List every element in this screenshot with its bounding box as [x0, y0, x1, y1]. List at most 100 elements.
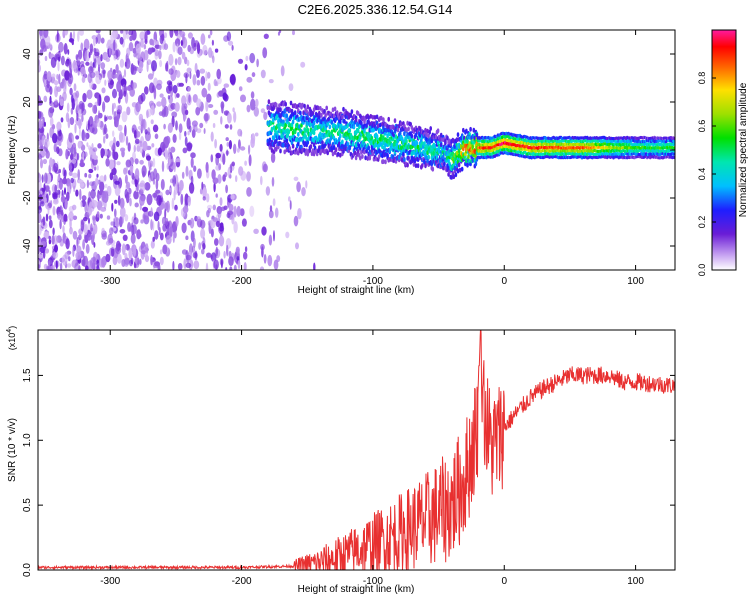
spectrogram-noise-blob: [231, 44, 234, 51]
spectrogram-noise-blob: [187, 44, 191, 53]
spectrogram-noise-blob: [289, 200, 292, 210]
spectrogram-signal-cell: [436, 140, 440, 146]
spectrogram-noise-blob: [78, 234, 82, 241]
spectrogram-signal-cell: [466, 138, 469, 144]
spectrogram-noise-blob: [208, 47, 213, 58]
spectrogram-signal-cell: [289, 114, 293, 119]
spectrogram-noise-blob: [54, 244, 58, 253]
spectrogram-noise-blob: [196, 128, 202, 134]
spectrogram-signal-cell: [362, 133, 365, 139]
spectrogram-noise-blob: [124, 124, 127, 137]
spectrogram-noise-blob: [59, 98, 64, 107]
spectrogram-noise-blob: [113, 39, 116, 52]
spectrogram-signal-cell: [442, 154, 445, 160]
spectrogram-noise-blob: [216, 92, 220, 98]
spectrogram-signal-cell: [289, 100, 293, 106]
spectrogram-noise-blob: [43, 30, 49, 38]
spectrogram-noise-blob: [276, 255, 281, 263]
spectrogram-signal-cell: [385, 148, 388, 154]
spectrogram-noise-blob: [54, 85, 59, 98]
spectrogram-signal-cell: [439, 132, 443, 138]
spectrogram-noise-blob: [114, 185, 121, 197]
spectrogram-noise-blob: [133, 190, 140, 200]
spectrogram-noise-blob: [228, 140, 232, 150]
colorbar-gradient: [711, 29, 737, 271]
spectrogram-noise-blob: [52, 198, 59, 205]
snr-y-scale: (x104): [6, 326, 17, 350]
spectrogram-signal-cell: [415, 141, 419, 146]
spectrogram-noise-blob: [206, 93, 212, 103]
spectrogram-signal-cell: [276, 130, 279, 136]
spectrogram-noise-blob: [220, 116, 223, 125]
spectrogram-noise-blob: [295, 242, 299, 250]
spectrogram-signal-cell: [298, 124, 301, 129]
spectrogram-noise-blob: [38, 145, 45, 150]
spectrogram-noise-blob: [72, 30, 76, 40]
spectrogram-signal-cell: [409, 159, 413, 165]
spectrogram-signal-cell: [288, 123, 292, 128]
spectrogram-noise-blob: [92, 147, 98, 153]
spectrogram-noise-blob: [168, 81, 173, 92]
spectrogram-noise-blob: [116, 80, 122, 93]
spectrogram-noise-blob: [76, 152, 80, 161]
spectrogram-signal-cell: [330, 129, 334, 135]
spectrogram-noise-blob: [249, 205, 255, 217]
spectrogram-noise-blob: [187, 195, 191, 207]
spectrogram-noise-blob: [64, 198, 68, 210]
spectrogram-noise-blob: [93, 36, 96, 47]
spectrogram-noise-blob: [119, 132, 126, 143]
spectrogram-signal-cell: [424, 127, 427, 133]
spectrogram-signal-cell: [380, 115, 383, 121]
spectrogram-noise-blob: [128, 42, 134, 52]
spectrogram-noise-blob: [142, 206, 149, 212]
spectrogram-noise-blob: [132, 127, 135, 133]
spectrogram-noise-blob: [60, 55, 65, 66]
spectrogram-signal-cell: [342, 106, 345, 112]
spectrogram-signal-cell: [387, 116, 391, 122]
spectrogram-signal-cell: [462, 127, 465, 133]
spectrogram-signal-cell: [364, 136, 367, 142]
spectrogram-noise-blob: [185, 235, 189, 241]
spectrogram-noise-blob: [82, 92, 87, 103]
snr-y-tick-label: 0.5: [22, 498, 33, 512]
spectrogram-noise-blob: [72, 230, 78, 240]
spectrogram-noise-blob: [125, 58, 131, 70]
spectrogram-noise-blob: [101, 87, 106, 94]
spectrogram-noise-blob: [136, 66, 143, 73]
spectrogram-signal-cell: [271, 117, 275, 123]
spectrogram-noise-blob: [246, 76, 253, 83]
spectrogram-noise-blob: [88, 168, 94, 174]
spectrogram-noise-blob: [213, 182, 216, 193]
spectrogram-image: [38, 30, 675, 270]
spectrogram-noise-blob: [211, 39, 214, 46]
spectrogram-noise-blob: [41, 135, 45, 146]
spectrogram-noise-blob: [139, 60, 144, 69]
spectrogram-noise-blob: [129, 226, 133, 232]
spectrogram-noise-blob: [154, 49, 159, 57]
spectrogram-noise-blob: [208, 34, 211, 39]
spectrogram-noise-blob: [117, 195, 121, 206]
spectrogram-noise-blob: [66, 191, 70, 202]
spectrogram-noise-blob: [41, 174, 44, 183]
spectrogram-noise-blob: [172, 175, 177, 187]
spectrogram-signal-cell: [375, 114, 379, 120]
spectrogram-noise-blob: [141, 118, 147, 131]
spectrogram-noise-blob: [223, 205, 228, 211]
spectrogram-x-tick-label: 100: [627, 276, 644, 287]
snr-frame: [37, 329, 676, 571]
spectrogram-noise-blob: [44, 248, 50, 254]
figure-title: C2E6.2025.336.12.54.G14: [297, 2, 453, 17]
spectrogram-noise-blob: [46, 265, 49, 270]
spectrogram-noise-blob: [130, 164, 133, 177]
spectrogram-noise-blob: [121, 111, 128, 123]
spectrogram-noise-blob: [154, 147, 159, 156]
spectrogram-noise-blob: [229, 174, 232, 179]
spectrogram-noise-blob: [109, 227, 114, 235]
spectrogram-signal-cell: [472, 127, 476, 133]
spectrogram-noise-blob: [262, 163, 268, 173]
spectrogram-signal-cell: [361, 154, 364, 159]
spectrogram-noise-blob: [260, 69, 266, 79]
spectrogram-noise-blob: [119, 229, 126, 234]
spectrogram-noise-blob: [244, 246, 248, 253]
